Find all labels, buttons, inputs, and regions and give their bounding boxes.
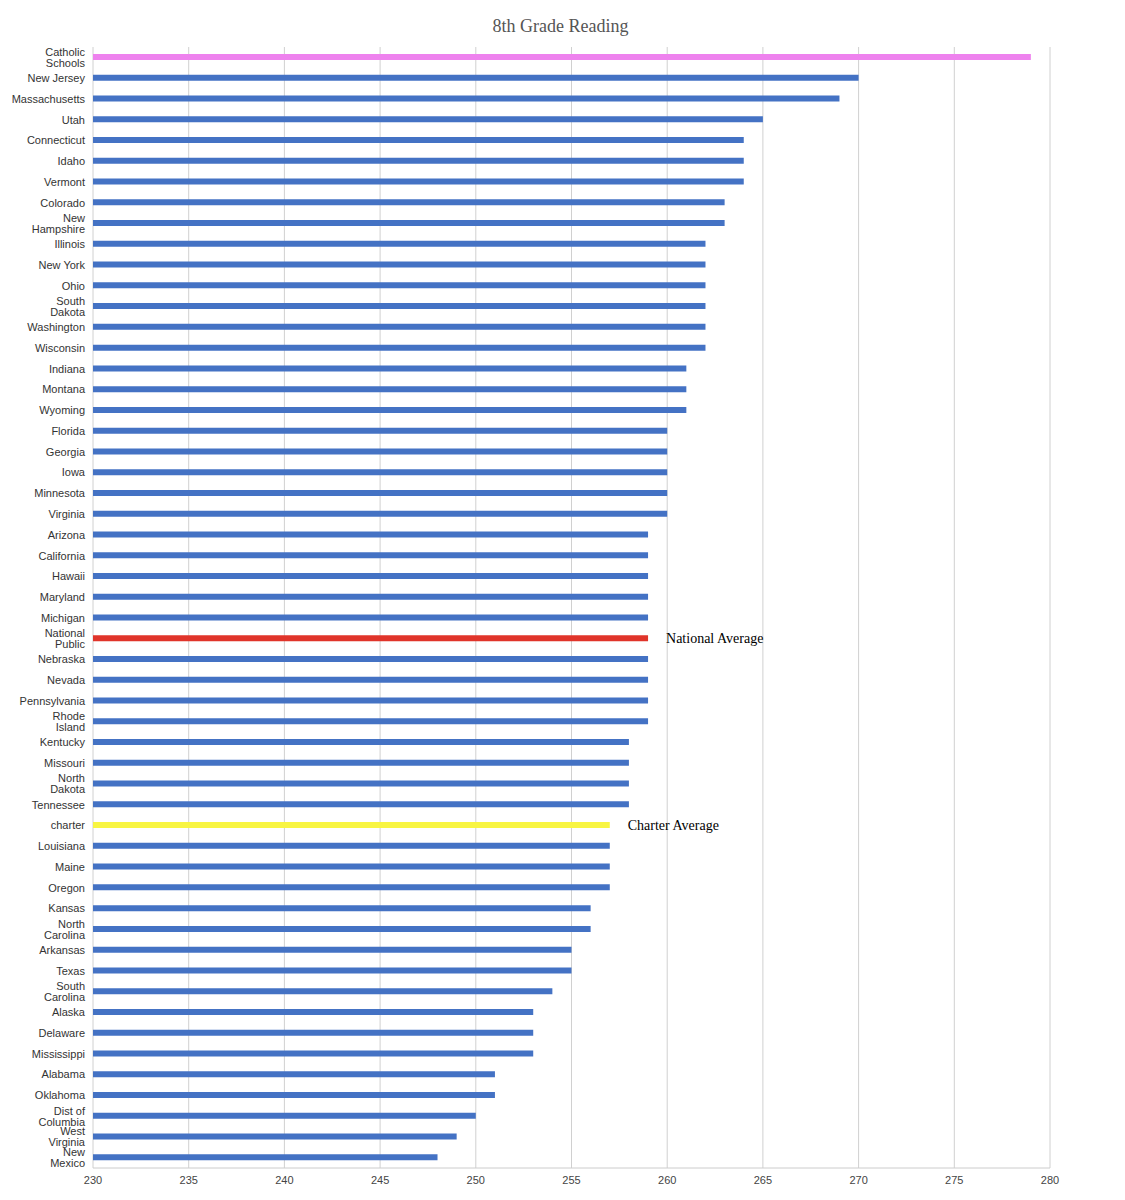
svg-text:240: 240 [275, 1174, 293, 1186]
svg-text:Hawaii: Hawaii [52, 570, 85, 582]
svg-text:Montana: Montana [42, 383, 86, 395]
svg-text:Minnesota: Minnesota [34, 487, 86, 499]
svg-text:Alabama: Alabama [42, 1068, 86, 1080]
svg-text:Indiana: Indiana [49, 363, 86, 375]
svg-text:Massachusetts: Massachusetts [12, 93, 86, 105]
svg-text:NorthDakota: NorthDakota [50, 772, 86, 795]
svg-text:National Average: National Average [666, 631, 763, 646]
svg-text:Texas: Texas [56, 965, 85, 977]
svg-text:Michigan: Michigan [41, 612, 85, 624]
svg-text:Wisconsin: Wisconsin [35, 342, 85, 354]
svg-text:CatholicSchools: CatholicSchools [45, 46, 85, 69]
svg-text:Missouri: Missouri [44, 757, 85, 769]
svg-text:Nevada: Nevada [47, 674, 86, 686]
svg-text:Vermont: Vermont [44, 176, 85, 188]
svg-text:Pennsylvania: Pennsylvania [20, 695, 86, 707]
svg-text:Charter Average: Charter Average [628, 818, 719, 833]
svg-text:Dist ofColumbia: Dist ofColumbia [39, 1105, 86, 1128]
svg-text:Louisiana: Louisiana [38, 840, 86, 852]
svg-text:Oklahoma: Oklahoma [35, 1089, 86, 1101]
svg-text:Ohio: Ohio [62, 280, 85, 292]
svg-text:Connecticut: Connecticut [27, 134, 85, 146]
svg-text:Wyoming: Wyoming [39, 404, 85, 416]
svg-text:RhodeIsland: RhodeIsland [53, 710, 85, 733]
svg-text:270: 270 [849, 1174, 867, 1186]
svg-text:WestVirginia: WestVirginia [49, 1125, 86, 1148]
svg-text:NewMexico: NewMexico [50, 1146, 85, 1169]
svg-text:265: 265 [754, 1174, 772, 1186]
svg-text:Mississippi: Mississippi [32, 1048, 85, 1060]
svg-text:Maine: Maine [55, 861, 85, 873]
svg-text:250: 250 [467, 1174, 485, 1186]
svg-text:NationalPublic: NationalPublic [45, 627, 86, 650]
svg-text:SouthCarolina: SouthCarolina [44, 980, 86, 1003]
svg-text:New Jersey: New Jersey [28, 72, 86, 84]
svg-text:260: 260 [658, 1174, 676, 1186]
svg-text:255: 255 [562, 1174, 580, 1186]
svg-text:Oregon: Oregon [48, 882, 85, 894]
svg-text:230: 230 [84, 1174, 102, 1186]
svg-text:245: 245 [371, 1174, 389, 1186]
svg-text:NewHampshire: NewHampshire [32, 212, 85, 235]
svg-text:275: 275 [945, 1174, 963, 1186]
svg-text:Washington: Washington [27, 321, 85, 333]
svg-text:Virginia: Virginia [49, 508, 86, 520]
svg-text:Nebraska: Nebraska [38, 653, 86, 665]
svg-text:280: 280 [1041, 1174, 1059, 1186]
html-text:8th Grade Reading: 8th Grade Reading [492, 16, 629, 36]
svg-text:SouthDakota: SouthDakota [50, 295, 86, 318]
svg-text:Alaska: Alaska [52, 1006, 86, 1018]
svg-text:Georgia: Georgia [46, 446, 86, 458]
svg-text:NorthCarolina: NorthCarolina [44, 918, 86, 941]
svg-text:Maryland: Maryland [40, 591, 85, 603]
svg-text:Colorado: Colorado [40, 197, 85, 209]
svg-text:Utah: Utah [62, 114, 85, 126]
svg-text:235: 235 [180, 1174, 198, 1186]
svg-text:Iowa: Iowa [62, 466, 86, 478]
svg-text:Idaho: Idaho [57, 155, 85, 167]
svg-text:charter: charter [51, 819, 86, 831]
svg-text:Delaware: Delaware [39, 1027, 85, 1039]
svg-text:California: California [39, 550, 86, 562]
svg-text:Tennessee: Tennessee [32, 799, 85, 811]
svg-text:Arkansas: Arkansas [39, 944, 85, 956]
svg-text:Illinois: Illinois [54, 238, 85, 250]
svg-text:Florida: Florida [51, 425, 86, 437]
svg-text:Kansas: Kansas [48, 902, 85, 914]
svg-text:New York: New York [39, 259, 86, 271]
svg-text:Kentucky: Kentucky [40, 736, 86, 748]
svg-text:Arizona: Arizona [48, 529, 86, 541]
